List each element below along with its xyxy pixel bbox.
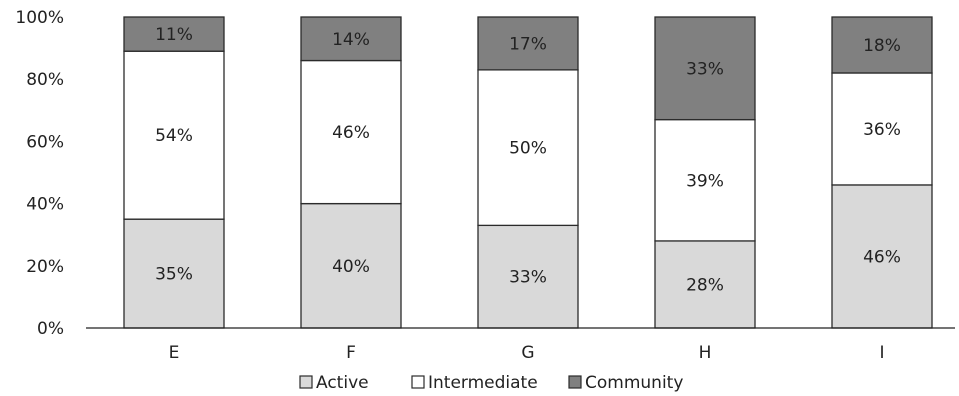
x-tick-label: G <box>521 343 534 363</box>
y-tick-label: 20% <box>26 257 64 277</box>
bar-segment-community-i <box>831 16 933 74</box>
y-tick-label: 100% <box>15 8 64 28</box>
data-label: 39% <box>686 171 724 191</box>
y-tick-label: 40% <box>26 195 64 215</box>
data-label: 33% <box>686 59 724 79</box>
data-label: 46% <box>332 123 370 143</box>
bars: 35% 54% 11% 40% 46% 14% 33% 50% 17% 28% 39% 33% 46% 3… <box>123 16 933 329</box>
bar-segment-active-h <box>654 240 756 329</box>
bar-segment-intermediate-e <box>123 50 225 220</box>
data-label: 40% <box>332 257 370 277</box>
bar-segment-community-h <box>654 16 756 121</box>
data-label: 28% <box>686 275 724 295</box>
bar-segment-community-e <box>123 16 225 52</box>
data-label: 18% <box>863 36 901 56</box>
y-tick-label: 80% <box>26 70 64 90</box>
bar-segment-active-i <box>831 184 933 329</box>
data-label: 50% <box>509 139 547 159</box>
legend-swatch <box>411 375 425 389</box>
bar-segment-intermediate-h <box>654 118 756 242</box>
x-tick-label: E <box>169 343 180 363</box>
y-tick-label: 0% <box>37 319 64 339</box>
legend-swatch <box>299 375 313 389</box>
y-axis-tick-labels: 0% 20% 40% 60% 80% 100% <box>15 8 64 339</box>
legend-label: Active <box>316 373 369 393</box>
legend-label: Community <box>585 373 683 393</box>
legend-swatch <box>568 375 582 389</box>
legend-label: Intermediate <box>428 373 538 393</box>
x-tick-label: H <box>699 343 712 363</box>
bar-segment-active-e <box>123 218 225 329</box>
data-label: 14% <box>332 30 370 50</box>
bar-segment-intermediate-g <box>477 69 579 227</box>
bar-segment-active-f <box>300 202 402 329</box>
data-label: 33% <box>509 268 547 288</box>
x-tick-label: I <box>879 343 884 363</box>
data-label: 46% <box>863 247 901 267</box>
x-axis-tick-labels: E F G H I <box>169 343 885 363</box>
data-label: 35% <box>155 265 193 285</box>
y-tick-label: 60% <box>26 132 64 152</box>
data-label: 17% <box>509 34 547 54</box>
x-tick-label: F <box>346 343 356 363</box>
data-label: 54% <box>155 126 193 146</box>
bar-segment-intermediate-f <box>300 59 402 205</box>
bar-segment-community-f <box>300 16 402 62</box>
data-label: 11% <box>155 25 193 45</box>
data-label: 36% <box>863 120 901 140</box>
legend: Active Intermediate Community <box>299 373 683 393</box>
bar-segment-community-g <box>477 16 579 71</box>
